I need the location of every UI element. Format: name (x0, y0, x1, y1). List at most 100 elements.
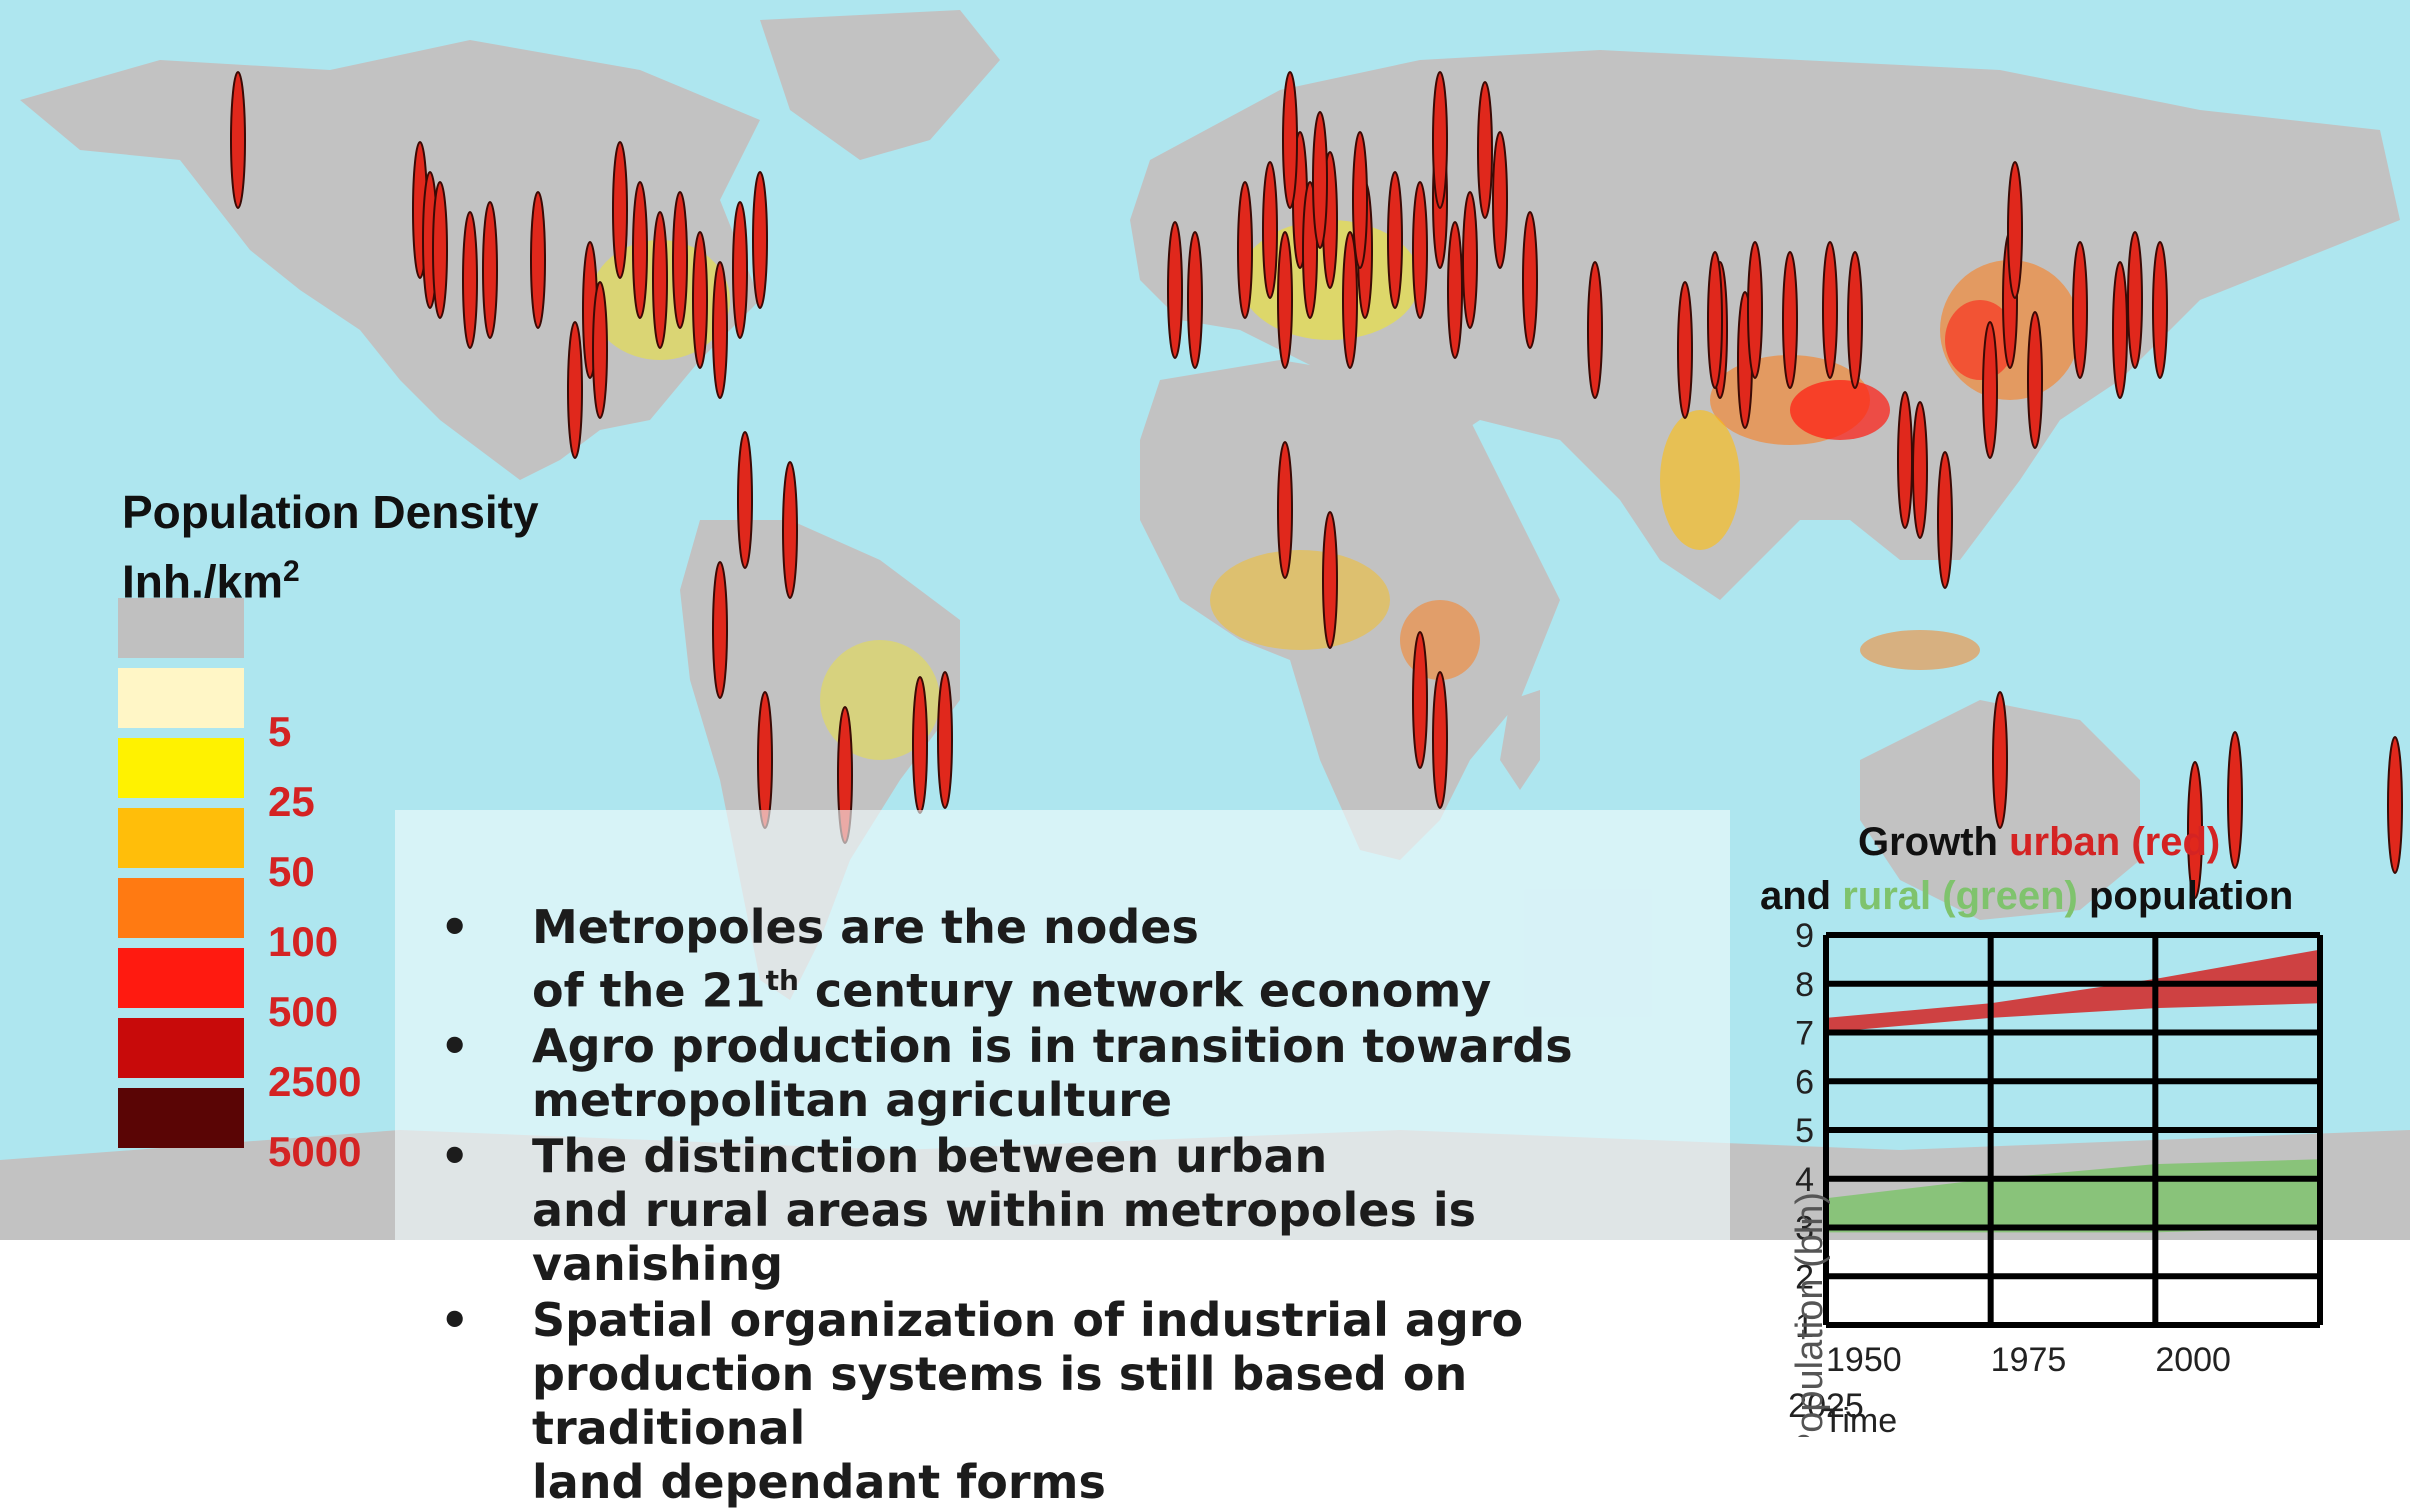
metropole-marker (937, 671, 953, 809)
y-tick-label: 8 (1795, 966, 1814, 1004)
metropole-marker (692, 231, 708, 369)
metropole-marker (2112, 261, 2128, 399)
metropole-marker (712, 261, 728, 399)
metropole-marker (567, 321, 583, 459)
chart-grid (1823, 932, 2323, 1328)
y-tick-label: 9 (1795, 917, 1814, 955)
chart-title-line2: and rural (green) population (1760, 874, 2294, 918)
legend-label: 500 (268, 988, 339, 1035)
metropole-marker (592, 281, 608, 419)
legend-swatch (118, 1018, 244, 1078)
metropole-marker (632, 181, 648, 319)
bullet-marker: • (440, 1129, 470, 1184)
metropole-marker (1492, 131, 1508, 269)
x-tick-labels: 1950 1975 2000 2025 (1788, 1341, 2231, 1425)
metropole-marker (1522, 211, 1538, 349)
bullets-background (395, 810, 1730, 1240)
metropole-marker (1432, 671, 1448, 809)
metropole-marker (2007, 161, 2023, 299)
metropole-marker (1412, 181, 1428, 319)
bullet-item: • Agro production is in transition towar… (440, 1019, 1573, 1128)
metropole-marker (1847, 251, 1863, 389)
metropole-marker (1707, 251, 1723, 389)
y-tick-label: 1 (1795, 1307, 1814, 1345)
legend-swatch (118, 878, 244, 938)
metropole-marker (2152, 241, 2168, 379)
legend-label: 100 (268, 918, 339, 965)
metropole-marker (2187, 761, 2203, 899)
metropole-marker (2127, 231, 2143, 369)
series-band-urban (1826, 949, 2320, 1033)
y-tick-label: 4 (1795, 1161, 1814, 1199)
metropole-marker (672, 191, 688, 329)
legend-label: 5000 (268, 1128, 362, 1175)
metropole-marker (1982, 321, 1998, 459)
metropole-marker (1587, 261, 1603, 399)
metropole-marker (712, 561, 728, 699)
bullet-marker: • (440, 1019, 470, 1074)
y-tick-label: 3 (1795, 1210, 1814, 1248)
africa (1140, 360, 1560, 860)
y-tick-label: 7 (1795, 1015, 1814, 1053)
metropole-marker (732, 201, 748, 339)
metropole-marker (782, 461, 798, 599)
metropole-marker (230, 71, 246, 209)
metropole-marker (1822, 241, 1838, 379)
metropole-marker (757, 691, 773, 829)
metropole-marker (912, 676, 928, 814)
bullet-marker: • (440, 900, 470, 954)
legend-swatch (118, 668, 244, 728)
metropole-marker (432, 181, 448, 319)
legend-label: 25 (268, 778, 315, 825)
metropole-marker (2072, 241, 2088, 379)
x-tick-label: 2025 (1788, 1387, 1864, 1425)
metropole-marker (1277, 231, 1293, 369)
metropole-marker (1912, 401, 1928, 539)
metropole-marker (2027, 311, 2043, 449)
metropole-marker (1477, 81, 1493, 219)
bullet-marker: • (440, 1293, 470, 1348)
metropole-markers (230, 71, 2403, 899)
metropole-marker (1352, 131, 1368, 269)
metropole-marker (1282, 71, 1298, 209)
metropole-marker (482, 201, 498, 339)
metropole-marker (1387, 171, 1403, 309)
bullet-list: • Metropoles are the nodes of the 21th c… (440, 900, 1740, 1511)
legend-title: Population Density (122, 486, 539, 538)
y-tick-labels: 1 2 3 4 5 6 7 8 9 (1795, 917, 1814, 1345)
y-tick-label: 6 (1795, 1063, 1814, 1101)
metropole-marker (1312, 111, 1328, 249)
metropole-marker (1937, 451, 1953, 589)
metropole-marker (462, 211, 478, 349)
metropole-marker (1782, 251, 1798, 389)
legend-swatch (118, 738, 244, 798)
legend-swatch (118, 1088, 244, 1148)
metropole-marker (752, 171, 768, 309)
metropole-marker (530, 191, 546, 329)
metropole-marker (1747, 241, 1763, 379)
metropole-marker (1412, 631, 1428, 769)
legend-label: 2500 (268, 1058, 362, 1105)
metropole-marker (2387, 736, 2403, 874)
legend-swatch (118, 948, 244, 1008)
y-tick-label: 2 (1795, 1258, 1814, 1296)
metropole-marker (1277, 441, 1293, 579)
legend-swatch (118, 598, 244, 658)
metropole-marker (1342, 231, 1358, 369)
series-band-rural (1826, 1159, 2320, 1233)
y-axis-label: Population (bln) (1789, 1192, 1831, 1437)
bullet-item: • Metropoles are the nodes of the 21th c… (440, 900, 1492, 1018)
metropole-marker (1992, 691, 2008, 829)
x-tick-label: 1950 (1826, 1341, 1902, 1379)
metropole-marker (652, 211, 668, 349)
y-tick-label: 5 (1795, 1112, 1814, 1150)
metropole-marker (1462, 191, 1478, 329)
metropole-marker (1432, 71, 1448, 209)
legend-label: 5 (268, 708, 292, 755)
greenland (760, 10, 1000, 160)
metropole-marker (1237, 181, 1253, 319)
chart-title-line1: Growth urban (red) (1858, 820, 2221, 864)
metropole-marker (2227, 731, 2243, 869)
population-growth-chart: 1 2 3 4 5 6 7 8 9 1950 1975 2000 2025 Population (b… (1788, 917, 2323, 1437)
chart-series (1826, 949, 2320, 1233)
